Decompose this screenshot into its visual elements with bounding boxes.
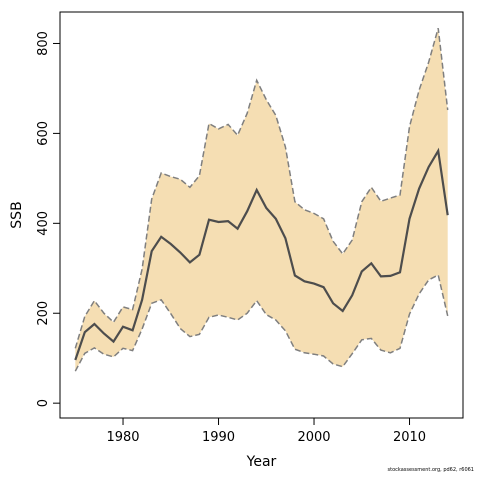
x-tick-label: 1990	[202, 430, 235, 445]
y-tick-label: 600	[36, 121, 51, 146]
x-axis: 1980 1990 2000 2010	[106, 418, 426, 445]
x-tick-label: 2010	[393, 430, 426, 445]
y-tick-label: 400	[36, 211, 51, 236]
y-tick-label: 200	[36, 301, 51, 326]
source-credit: stockassessment.org, pd62, r6061	[387, 467, 474, 473]
plot-frame	[59, 11, 464, 419]
y-tick-label: 0	[36, 399, 51, 407]
y-axis-label: SSB	[9, 201, 25, 228]
x-tick-label: 2000	[297, 430, 330, 445]
x-axis-label: Year	[246, 454, 277, 470]
ssb-estimate-line	[74, 147, 449, 361]
x-tick-label: 1980	[106, 430, 139, 445]
upper-bound-line	[74, 27, 449, 349]
y-tick-label: 800	[36, 31, 51, 56]
y-axis: 0 200 400 600 800	[36, 31, 60, 407]
